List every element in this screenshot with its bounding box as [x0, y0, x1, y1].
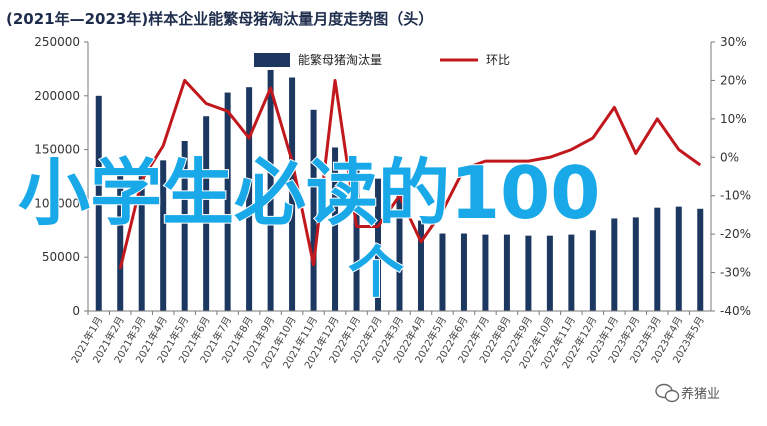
left-tick-label: 200000 [34, 89, 80, 103]
bar [332, 147, 339, 311]
left-tick-label: 50000 [42, 250, 80, 264]
legend-label-bar: 能繁母猪淘汰量 [298, 52, 382, 67]
wechat-icon [655, 383, 680, 403]
left-tick-label: 0 [72, 304, 80, 318]
bar [181, 140, 188, 311]
bar [568, 234, 575, 311]
bar [611, 218, 618, 311]
bar [460, 233, 467, 311]
bar [353, 167, 360, 311]
bar [138, 168, 145, 311]
wechat-icon-bubble-b [664, 389, 680, 403]
bar [203, 116, 210, 311]
bar [482, 234, 489, 311]
bar [160, 160, 167, 311]
right-tick-label: -20% [720, 227, 751, 241]
right-tick-label: -40% [720, 304, 751, 318]
bar [267, 69, 274, 311]
bar [310, 109, 317, 312]
bar [246, 87, 253, 311]
bar [396, 194, 403, 311]
left-tick-label: 250000 [34, 35, 80, 49]
right-tick-label: 30% [720, 35, 747, 49]
bar [525, 235, 532, 311]
bar [675, 206, 682, 311]
bar [95, 95, 102, 311]
bar [224, 92, 231, 312]
bar [654, 207, 661, 311]
left-tick-label: 150000 [34, 143, 80, 157]
right-tick-label: -10% [720, 189, 751, 203]
chart-title: (2021年—2023年)样本企业能繁母猪淘汰量月度走势图（头） [6, 10, 434, 28]
bar [697, 208, 704, 311]
legend-swatch-bar [254, 53, 290, 67]
left-tick-label: 100000 [34, 196, 80, 210]
bar [117, 171, 124, 311]
bar [289, 77, 296, 312]
right-tick-label: 10% [720, 112, 747, 126]
right-tick-label: 0% [720, 150, 739, 164]
bar [503, 234, 510, 311]
watermark-text: 养猪业 [681, 386, 720, 402]
overlay-watermark-text: 小学生必读的100 [18, 151, 600, 235]
bar [375, 178, 382, 311]
bar [546, 235, 553, 311]
legend-label-line: 环比 [486, 53, 510, 67]
bar [589, 230, 596, 311]
overlay-watermark-text-tail: 个 [348, 241, 404, 306]
right-tick-label: -30% [720, 266, 751, 280]
bar [439, 233, 446, 311]
bar [632, 217, 639, 311]
series-line-huanbi [118, 78, 702, 270]
bar [417, 220, 424, 311]
right-tick-label: 20% [720, 73, 747, 87]
